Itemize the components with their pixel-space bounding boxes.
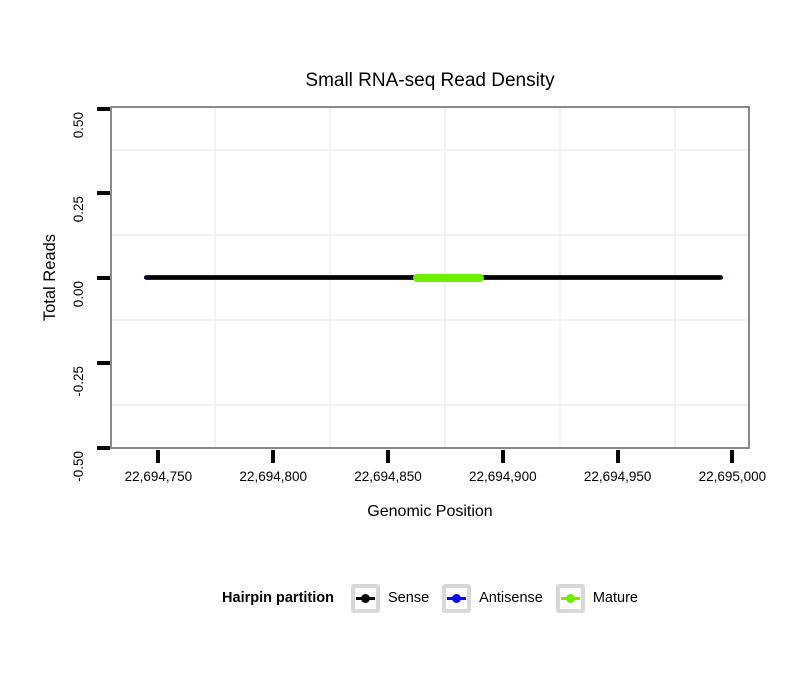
y-tick — [97, 191, 110, 196]
y-tick-label: 0.25 — [71, 196, 86, 223]
gridline-horizontal — [112, 403, 748, 406]
x-tick — [386, 450, 391, 463]
legend-title: Hairpin partition — [222, 590, 335, 606]
y-tick — [97, 360, 110, 365]
x-tick — [500, 450, 505, 463]
chart-title: Small RNA-seq Read Density — [305, 70, 555, 91]
y-axis-title-wrap: Total Reads — [36, 106, 64, 450]
y-tick-label: 0.00 — [71, 281, 86, 308]
legend-item-sense: Sense — [351, 583, 430, 613]
legend-key-dot — [452, 593, 462, 603]
legend: Hairpin partition Sense Antisense Mature — [112, 578, 748, 618]
x-tick-label: 22,694,900 — [469, 469, 537, 484]
y-tick-label: -0.25 — [71, 365, 86, 397]
legend-key-antisense — [442, 583, 472, 613]
y-axis-title: Total Reads — [40, 234, 59, 322]
x-tick — [156, 450, 161, 463]
x-axis-title: Genomic Position — [367, 503, 493, 520]
legend-key-mature — [555, 583, 585, 613]
legend-entries: Sense Antisense Mature — [351, 583, 638, 613]
y-tick — [97, 276, 110, 280]
x-tick-label: 22,695,000 — [698, 469, 767, 484]
y-tick-label: -0.50 — [71, 450, 86, 482]
x-tick-label: 22,694,950 — [583, 469, 652, 484]
legend-item-label: Sense — [388, 590, 430, 606]
gridline-horizontal — [112, 318, 748, 321]
x-tick — [271, 450, 276, 463]
legend-key-dot — [565, 593, 575, 603]
gridline-horizontal — [112, 149, 748, 152]
legend-item-label: Mature — [592, 590, 638, 606]
gridline-horizontal — [112, 234, 748, 237]
x-tick — [730, 450, 735, 463]
x-tick-label: 22,694,750 — [124, 469, 193, 484]
legend-key-dot — [361, 593, 371, 603]
legend-item-antisense: Antisense — [442, 583, 543, 613]
y-tick-label: 0.50 — [71, 111, 86, 138]
series-mature — [412, 273, 484, 282]
x-tick — [615, 450, 620, 463]
plot-panel — [110, 106, 750, 449]
panel-inner — [112, 108, 748, 447]
legend-item-label: Antisense — [479, 590, 543, 606]
x-tick-label: 22,694,850 — [354, 469, 422, 484]
legend-item-mature: Mature — [555, 583, 638, 613]
legend-key-sense — [351, 583, 381, 613]
x-tick-label: 22,694,800 — [239, 469, 307, 484]
y-tick — [97, 445, 110, 450]
y-tick — [97, 106, 110, 111]
